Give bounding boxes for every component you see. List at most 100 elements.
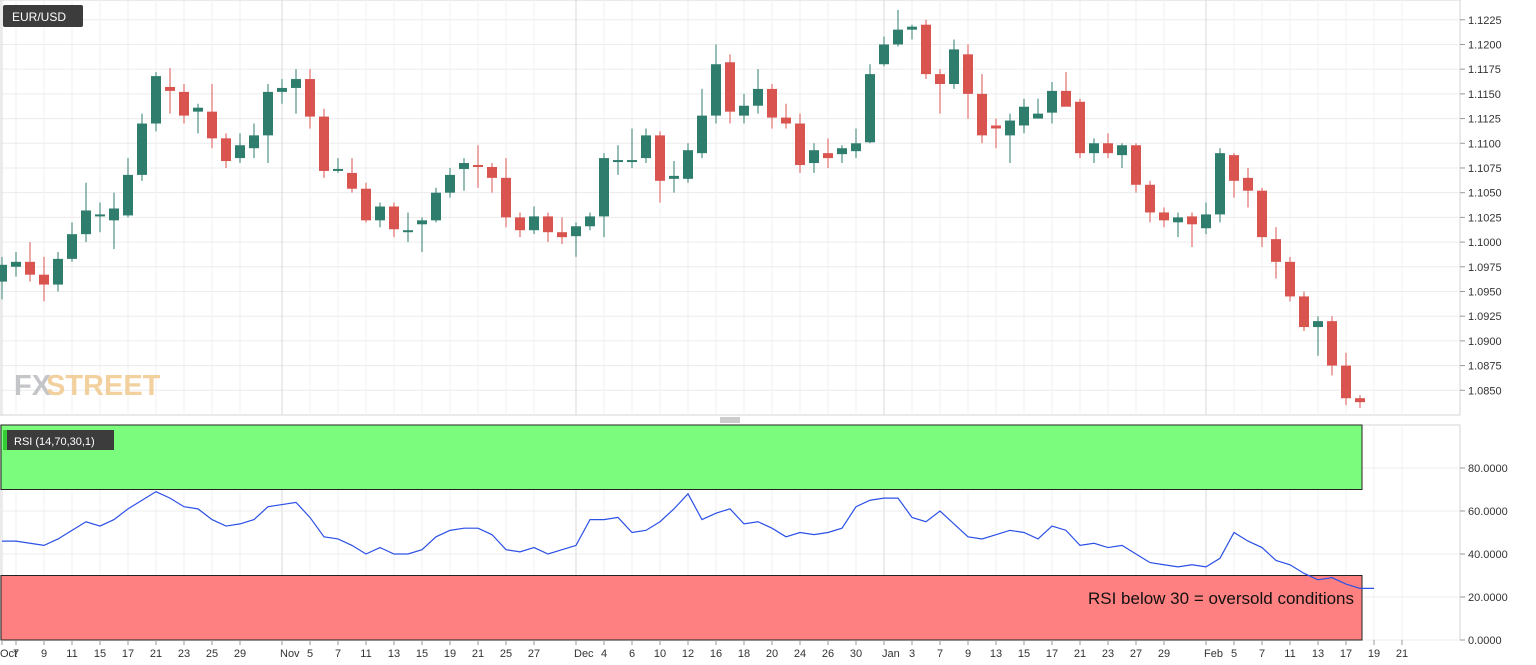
x-tick-label: 9 xyxy=(41,648,47,660)
candle xyxy=(1131,143,1141,193)
candle xyxy=(333,158,343,173)
candle-body xyxy=(109,208,119,221)
price-tick-label: 1.0925 xyxy=(1468,311,1502,323)
candle-body xyxy=(851,143,861,152)
candle xyxy=(193,103,203,134)
x-tick-label: 29 xyxy=(1158,648,1170,660)
x-tick-label: 24 xyxy=(794,648,806,660)
price-tick-label: 1.1175 xyxy=(1468,64,1501,76)
candle xyxy=(809,143,819,173)
x-tick-label: 19 xyxy=(444,648,456,660)
candle-body xyxy=(613,160,623,163)
x-tick-label: 21 xyxy=(1396,648,1408,660)
candle-body xyxy=(445,174,455,193)
price-tick-label: 1.0975 xyxy=(1468,262,1502,274)
x-tick-label: 4 xyxy=(601,648,607,660)
candle-body xyxy=(1033,113,1043,119)
logo-fx-text: FX xyxy=(14,370,52,402)
candle xyxy=(67,222,77,262)
candle-body xyxy=(739,105,749,116)
candle xyxy=(1019,98,1029,134)
rsi-y-axis: 0.0000 20.0000 40.0000 60.0000 80.0000 xyxy=(1460,463,1508,647)
rsi-tick-label: 0.0000 xyxy=(1468,635,1502,647)
x-tick-label: 25 xyxy=(500,648,512,660)
candle-body xyxy=(515,217,525,231)
x-tick-label: 11 xyxy=(360,648,371,660)
x-tick-label: 13 xyxy=(1312,648,1324,660)
candle xyxy=(95,202,105,233)
candle-body xyxy=(669,175,679,179)
candle xyxy=(795,113,805,173)
rsi-title-bg xyxy=(3,430,114,450)
candle-body xyxy=(683,150,693,179)
overbought-zone xyxy=(0,424,1363,490)
candle xyxy=(123,158,133,218)
price-tick-label: 1.0950 xyxy=(1468,286,1502,298)
x-tick-label: 6 xyxy=(629,648,635,660)
x-tick-label: 27 xyxy=(528,648,540,660)
candle xyxy=(1005,113,1015,164)
candle xyxy=(221,133,231,168)
x-tick-label: 9 xyxy=(965,648,971,660)
x-tick-label: 5 xyxy=(307,648,313,660)
x-tick-label: 7 xyxy=(335,648,341,660)
candle-body xyxy=(333,168,343,171)
price-tick-label: 1.1225 xyxy=(1468,15,1502,27)
price-tick-label: 1.1125 xyxy=(1468,114,1501,126)
candle-body xyxy=(809,150,819,164)
rsi-title: RSI (14,70,30,1) xyxy=(14,436,95,448)
candle xyxy=(347,158,357,193)
candle xyxy=(627,128,637,168)
price-tick-label: 1.1200 xyxy=(1468,39,1502,51)
logo-street-text: STREET xyxy=(46,370,161,402)
candle xyxy=(389,202,399,238)
candle xyxy=(781,103,791,129)
x-tick-label: 26 xyxy=(822,648,834,660)
candle xyxy=(613,145,623,175)
x-tick-label: 29 xyxy=(234,648,246,660)
candle-body xyxy=(1271,239,1281,262)
candle-body xyxy=(1187,216,1197,225)
candle xyxy=(1047,82,1057,124)
candle xyxy=(1341,352,1351,406)
x-tick-label: 7 xyxy=(13,648,19,660)
candle-body xyxy=(711,64,721,116)
candle xyxy=(1257,187,1267,248)
candle xyxy=(963,44,973,119)
candle-body xyxy=(1299,296,1309,328)
candle xyxy=(1271,227,1281,279)
rsi-title-swatch xyxy=(3,430,7,450)
candle-body xyxy=(1243,177,1253,191)
x-tick-label: 12 xyxy=(682,648,694,660)
candle-body xyxy=(1313,321,1323,328)
candle-body xyxy=(347,172,357,189)
candle-body xyxy=(935,74,945,84)
candle-body xyxy=(193,107,203,112)
x-tick-label: 27 xyxy=(1130,648,1142,660)
candle xyxy=(487,163,497,193)
candle-body xyxy=(95,214,105,217)
candle-body xyxy=(235,145,245,159)
candle-body xyxy=(879,44,889,65)
candle xyxy=(11,251,21,277)
rsi-tick-label: 80.0000 xyxy=(1468,463,1508,475)
candle xyxy=(1313,316,1323,356)
candle xyxy=(0,256,7,300)
x-tick-label: 15 xyxy=(94,648,106,660)
candle-body xyxy=(795,123,805,166)
candle xyxy=(1187,212,1197,248)
candle-body xyxy=(907,26,917,30)
x-tick-label: 17 xyxy=(1046,648,1058,660)
candle-body xyxy=(431,192,441,221)
candle xyxy=(1173,212,1183,238)
candle-body xyxy=(1131,145,1141,185)
candle xyxy=(109,192,119,249)
price-title-bg xyxy=(3,5,83,27)
candle xyxy=(921,19,931,80)
candle xyxy=(151,72,161,132)
x-tick-label: 17 xyxy=(1340,648,1352,660)
panel-resize-handle[interactable] xyxy=(720,417,740,423)
candle xyxy=(753,69,763,114)
candle xyxy=(599,153,609,238)
